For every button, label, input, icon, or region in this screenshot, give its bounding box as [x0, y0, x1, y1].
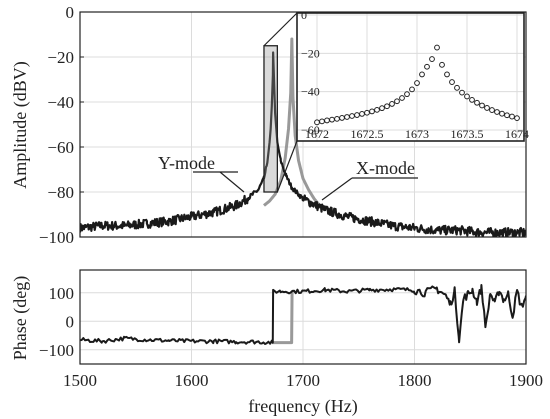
inset-point — [494, 109, 500, 115]
connector-line-top — [263, 12, 298, 47]
ph-ytick-label-100: 100 — [49, 284, 75, 303]
inset-point — [419, 71, 425, 78]
inset-ytick-label--40: −40 — [301, 85, 320, 99]
amp-ytick-label--20: −20 — [47, 48, 74, 67]
inset-point — [339, 115, 345, 121]
phase-y-label: Phase (deg) — [10, 276, 31, 360]
phase-x-ticks: 1500 1600 1700 1800 1900 — [63, 371, 543, 390]
amplitude-axes-frame — [79, 11, 527, 238]
inset-ytick-label--60: −60 — [301, 123, 320, 137]
ph-ytick-label--100: −100 — [39, 341, 74, 360]
inset-point — [374, 106, 380, 113]
phase-axes-frame — [79, 269, 527, 365]
y-mode-annotation: Y-mode — [158, 153, 215, 173]
phase-series — [80, 284, 526, 345]
inset-point — [509, 113, 515, 120]
amplitude-series — [80, 37, 526, 237]
inset-point — [399, 95, 405, 101]
inset-point — [449, 79, 455, 85]
inset-panel: −60 −40 −20 0 1672 1672.5 1673 1673.5 1674 — [296, 8, 529, 142]
ph-xtick-label-1500: 1500 — [63, 371, 97, 390]
inset-point — [504, 112, 510, 119]
x-axis-label: frequency (Hz) — [248, 396, 357, 417]
inset-point — [514, 115, 520, 122]
inset-xtick-label-1673: 1673 — [405, 127, 429, 141]
phase-series-x-mode — [271, 291, 294, 345]
x-mode-leader-line — [321, 177, 353, 201]
phase-series-y-mode — [80, 284, 526, 345]
inset-point — [414, 80, 420, 86]
amplitude-annotations: Y-mode X-mode — [158, 153, 418, 201]
ph-xtick-label-1700: 1700 — [286, 371, 320, 390]
inset-xtick-label-1672: 1672 — [305, 127, 329, 141]
inset-point — [424, 63, 430, 70]
inset-highlight-box — [263, 45, 279, 193]
amp-series-x-mode — [263, 37, 321, 207]
ph-xtick-label-1800: 1800 — [398, 371, 432, 390]
inset-point — [489, 107, 495, 113]
inset-point — [409, 86, 415, 93]
inset-point — [364, 109, 370, 116]
inset-point — [469, 97, 475, 103]
inset-connector-lines — [263, 12, 298, 193]
inset-point — [474, 99, 480, 106]
amp-ytick-label--60: −60 — [47, 138, 74, 157]
inset-ticks: −60 −40 −20 0 1672 1672.5 1673 1673.5 1674 — [301, 8, 529, 141]
inset-point — [429, 56, 435, 62]
inset-point — [439, 61, 445, 68]
inset-point — [379, 105, 385, 112]
phase-y-ticks: −100 0 100 — [39, 284, 74, 360]
inset-points — [314, 44, 520, 126]
inset-point — [499, 110, 505, 117]
x-mode-annotation: X-mode — [356, 158, 415, 178]
inset-ytick-label-0: 0 — [301, 8, 307, 22]
inset-point — [344, 114, 350, 120]
y-mode-leader-line — [219, 171, 245, 193]
amp-series-y-mode — [80, 51, 526, 237]
amplitude-y-ticks: −100 −80 −60 −40 −20 0 — [39, 3, 84, 247]
inset-point — [444, 71, 450, 78]
inset-point — [484, 105, 490, 111]
inset-xtick-label-1673.5: 1673.5 — [451, 127, 484, 141]
phase-panel: −100 0 100 1500 1600 1700 1800 1900 Phase (deg… — [10, 269, 543, 417]
amp-ytick-label--40: −40 — [47, 93, 74, 112]
inset-ytick-label--20: −20 — [301, 46, 320, 60]
inset-point — [324, 117, 330, 124]
inset-point — [389, 101, 395, 107]
connector-line-bottom — [276, 140, 298, 193]
inset-point — [359, 111, 365, 117]
inset-point — [334, 115, 340, 122]
inset-point — [329, 116, 335, 123]
inset-point — [459, 89, 465, 96]
amp-ytick-label-0: 0 — [66, 3, 75, 22]
inset-point — [354, 112, 360, 118]
amplitude-y-label: Amplitude (dBV) — [10, 61, 31, 189]
ph-xtick-label-1900: 1900 — [509, 371, 543, 390]
inset-point — [369, 108, 375, 115]
inset-point — [464, 93, 470, 100]
inset-point — [384, 103, 390, 110]
inset-axes-frame — [296, 12, 525, 142]
inset-xtick-label-1672.5: 1672.5 — [351, 127, 384, 141]
inset-point — [394, 98, 400, 105]
inset-point — [404, 91, 410, 98]
ph-xtick-label-1600: 1600 — [175, 371, 209, 390]
ph-ytick-label-0: 0 — [66, 312, 75, 331]
inset-point — [454, 84, 460, 91]
amp-ytick-label--80: −80 — [47, 183, 74, 202]
amp-ytick-label--100: −100 — [39, 228, 74, 247]
inset-point — [349, 113, 355, 119]
inset-xtick-label-1674: 1674 — [505, 127, 529, 141]
inset-point — [479, 102, 485, 109]
inset-point — [319, 118, 325, 125]
inset-point — [434, 44, 440, 51]
